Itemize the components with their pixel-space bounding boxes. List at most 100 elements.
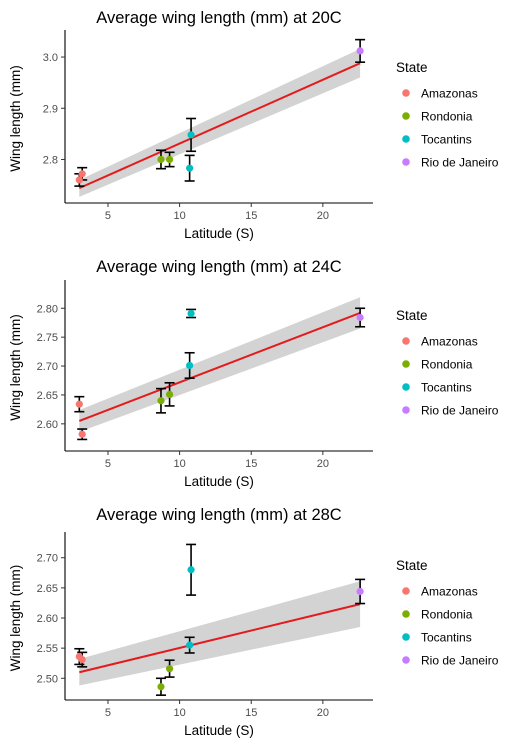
legend-label: Tocantins <box>421 133 472 147</box>
x-tick-label: 10 <box>173 458 185 470</box>
legend-item: Tocantins <box>402 381 472 395</box>
x-tick-label: 10 <box>173 210 185 222</box>
chart-title: Average wing length (mm) at 28C <box>96 506 342 524</box>
x-axis-title: Latitude (S) <box>184 723 254 738</box>
legend-label: Rondonia <box>421 110 473 124</box>
chart-title: Average wing length (mm) at 20C <box>96 9 342 27</box>
data-point-tocantins <box>187 566 195 574</box>
legend-label: Rio de Janeiro <box>421 156 499 170</box>
regression-line <box>79 603 361 674</box>
legend-key <box>402 112 410 120</box>
legend-key <box>402 360 410 368</box>
y-tick-label: 2.65 <box>37 583 58 595</box>
data-point-rondonia <box>157 155 165 164</box>
chart-panel-3: Average wing length (mm) at 28C 2.50 2.55 2… <box>8 506 499 738</box>
x-tick-label: 20 <box>317 210 329 222</box>
x-axis-title: Latitude (S) <box>184 474 254 489</box>
y-tick-label: 2.70 <box>37 361 58 373</box>
y-tick-label: 2.75 <box>37 332 58 344</box>
confidence-band <box>79 48 361 197</box>
x-tick-label: 10 <box>173 707 185 719</box>
legend-key <box>402 587 410 595</box>
data-point-rondonia <box>165 155 174 164</box>
legend-key <box>402 383 410 391</box>
regression-line <box>78 311 361 422</box>
data-point-amazonas <box>75 176 83 184</box>
legend-label: Amazonas <box>421 87 478 101</box>
data-point-tocantins <box>187 309 195 318</box>
y-tick-label: 2.60 <box>37 419 58 431</box>
regression-line <box>78 62 361 190</box>
data-point-tocantins <box>187 131 195 139</box>
legend-label: Rio de Janeiro <box>421 404 499 418</box>
data-point-amazonas <box>78 170 86 178</box>
confidence-band <box>79 297 361 432</box>
legend-item: Amazonas <box>402 87 478 101</box>
data-point-amazonas <box>78 430 86 438</box>
y-axis-title: Wing length (mm) <box>8 314 23 421</box>
y-tick-label: 2.70 <box>37 553 58 565</box>
confidence-band <box>79 581 361 686</box>
y-tick-label: 2.60 <box>37 613 58 625</box>
data-point-rio-de-janeiro <box>356 313 364 322</box>
x-tick-label: 5 <box>105 210 111 222</box>
legend-item: Amazonas <box>402 585 478 599</box>
y-tick-label: 3.0 <box>43 52 58 64</box>
legend: State Amazonas Rondonia Tocantins Rio de Jan… <box>396 308 499 418</box>
legend-label: Rio de Janeiro <box>421 654 499 668</box>
data-point-rio-de-janeiro <box>356 587 364 596</box>
x-tick-label: 20 <box>317 707 329 719</box>
data-point-rio-de-janeiro <box>356 47 364 55</box>
data-point-tocantins <box>186 361 194 370</box>
legend-key <box>402 656 410 664</box>
legend-label: Tocantins <box>421 631 472 645</box>
y-tick-label: 2.65 <box>37 390 58 402</box>
x-tick-label: 15 <box>245 707 257 719</box>
data-point-rondonia <box>157 683 165 691</box>
x-tick-label: 15 <box>245 210 257 222</box>
y-axis-title: Wing length (mm) <box>8 65 23 172</box>
y-tick-label: 2.55 <box>37 643 58 655</box>
chart-panel-2: Average wing length (mm) at 24C 2.60 2.65 2… <box>8 258 499 489</box>
legend-item: Tocantins <box>402 631 472 645</box>
data-point-tocantins <box>186 641 194 649</box>
legend-item: Amazonas <box>402 335 478 349</box>
y-axis-title: Wing length (mm) <box>8 565 23 672</box>
data-point-amazonas <box>78 656 86 664</box>
data-point-tocantins <box>186 164 194 172</box>
legend-key <box>402 406 410 414</box>
data-point-amazonas <box>75 400 83 408</box>
legend-item: Rondonia <box>402 358 473 372</box>
legend-label: Rondonia <box>421 358 473 372</box>
legend-key <box>402 610 410 618</box>
chart-title: Average wing length (mm) at 24C <box>96 258 342 276</box>
legend-label: Tocantins <box>421 381 472 395</box>
legend-label: Rondonia <box>421 608 473 622</box>
legend-key <box>402 135 410 143</box>
data-point-rondonia <box>165 665 174 673</box>
y-tick-label: 2.8 <box>43 154 58 166</box>
x-tick-label: 5 <box>105 707 111 719</box>
data-point-rondonia <box>157 397 165 405</box>
legend-key <box>402 158 410 166</box>
y-tick-label: 2.50 <box>37 673 58 685</box>
legend-item: Rio de Janeiro <box>402 404 499 418</box>
legend-item: Rio de Janeiro <box>402 654 499 668</box>
y-tick-label: 2.80 <box>37 303 58 315</box>
legend-item: Rio de Janeiro <box>402 156 499 170</box>
legend: State Amazonas Rondonia Tocantins Rio de Jan… <box>396 558 499 668</box>
x-tick-label: 20 <box>317 458 329 470</box>
x-axis-title: Latitude (S) <box>184 226 254 241</box>
legend-item: Rondonia <box>402 110 473 124</box>
legend-key <box>402 633 410 641</box>
legend-title: State <box>396 558 428 573</box>
data-point-rondonia <box>165 390 174 398</box>
legend: State Amazonas Rondonia Tocantins Rio de Jan… <box>396 60 499 170</box>
legend-title: State <box>396 308 428 323</box>
chart-panel-1: Average wing length (mm) at 20C 2.8 2.9 3.0… <box>8 9 499 241</box>
legend-item: Tocantins <box>402 133 472 147</box>
legend-label: Amazonas <box>421 335 478 349</box>
legend-title: State <box>396 60 428 75</box>
legend-key <box>402 337 410 345</box>
